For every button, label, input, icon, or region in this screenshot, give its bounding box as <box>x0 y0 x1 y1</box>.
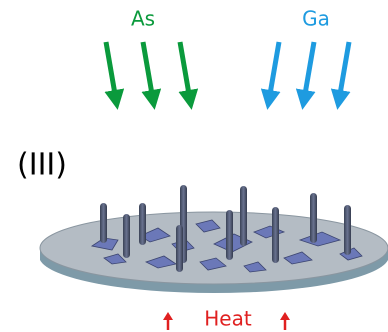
diagram: As Ga (III) <box>0 0 388 332</box>
arrow <box>106 42 116 100</box>
nanowire <box>100 203 107 243</box>
nanowire <box>176 225 183 272</box>
label-as: As <box>131 7 155 31</box>
stage-label: (III) <box>17 148 67 183</box>
arrow <box>143 42 153 100</box>
arrow <box>339 42 349 100</box>
as-arrows <box>106 42 190 100</box>
nanowire <box>139 203 146 245</box>
ga-arrows <box>269 42 349 100</box>
label-ga: Ga <box>302 7 330 31</box>
nanowire <box>344 205 351 255</box>
nanowire <box>272 207 279 263</box>
nanowire <box>310 193 317 243</box>
page: As Ga (III) <box>0 0 388 332</box>
nanowire <box>240 186 247 246</box>
arrow <box>304 42 314 100</box>
arrow <box>269 42 279 100</box>
nanowire <box>226 210 233 260</box>
arrow <box>180 42 190 100</box>
heat-arrow-head <box>280 312 290 320</box>
heat-arrow-head <box>163 312 173 320</box>
heat-label: Heat <box>204 307 252 331</box>
nanowire <box>123 214 130 258</box>
